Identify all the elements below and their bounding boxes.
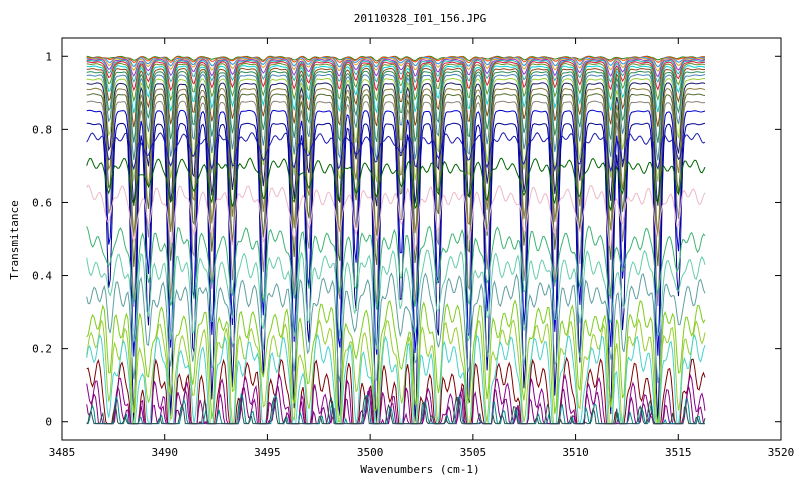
series-line bbox=[86, 62, 706, 103]
plot-frame bbox=[61, 37, 782, 441]
series-line bbox=[86, 249, 706, 350]
series-line bbox=[86, 55, 706, 64]
series-line bbox=[86, 272, 706, 384]
y-axis-label: Transmitance bbox=[8, 200, 21, 279]
series-layer bbox=[86, 55, 706, 426]
series-line bbox=[86, 356, 706, 425]
y-tick-label: 0.2 bbox=[32, 343, 52, 356]
chart-title: 20110328_I01_156.JPG bbox=[354, 12, 486, 25]
series-line bbox=[86, 93, 706, 268]
series-line bbox=[86, 67, 706, 128]
y-tick-label: 0.4 bbox=[32, 270, 52, 283]
y-tick-label: 0 bbox=[45, 416, 52, 429]
x-axis-label: Wavenumbers (cm-1) bbox=[360, 463, 479, 476]
x-tick-label: 3490 bbox=[151, 446, 178, 459]
x-tick-label: 3495 bbox=[254, 446, 281, 459]
series-line bbox=[86, 225, 706, 310]
x-tick-label: 3520 bbox=[768, 446, 795, 459]
x-tick-label: 3515 bbox=[665, 446, 692, 459]
x-axis: 3485 3490 3495 3500 3505 3510 3515 3520 bbox=[49, 38, 795, 459]
x-tick-label: 3500 bbox=[357, 446, 384, 459]
series-line bbox=[86, 61, 706, 92]
series-line bbox=[86, 157, 706, 212]
series-line bbox=[86, 87, 706, 237]
series-line bbox=[86, 82, 706, 207]
y-axis: 0 0.2 0.4 0.6 0.8 1 bbox=[32, 50, 781, 429]
y-tick-label: 0.6 bbox=[32, 196, 52, 209]
series-line bbox=[86, 299, 706, 424]
series-line bbox=[86, 373, 706, 425]
series-line bbox=[86, 77, 705, 183]
x-tick-label: 3485 bbox=[49, 446, 76, 459]
x-tick-label: 3505 bbox=[460, 446, 487, 459]
series-line bbox=[86, 109, 706, 357]
x-tick-label: 3510 bbox=[562, 446, 589, 459]
series-line bbox=[86, 58, 706, 78]
series-line bbox=[86, 131, 706, 173]
series-line bbox=[86, 333, 706, 425]
y-tick-label: 1 bbox=[45, 50, 52, 63]
series-line bbox=[86, 73, 706, 161]
y-tick-label: 0.8 bbox=[32, 123, 52, 136]
series-line bbox=[86, 59, 706, 84]
series-line bbox=[86, 100, 706, 308]
series-line bbox=[86, 394, 706, 425]
series-line bbox=[86, 70, 706, 143]
series-line bbox=[86, 55, 706, 62]
series-line bbox=[86, 184, 706, 251]
series-line bbox=[86, 65, 706, 114]
